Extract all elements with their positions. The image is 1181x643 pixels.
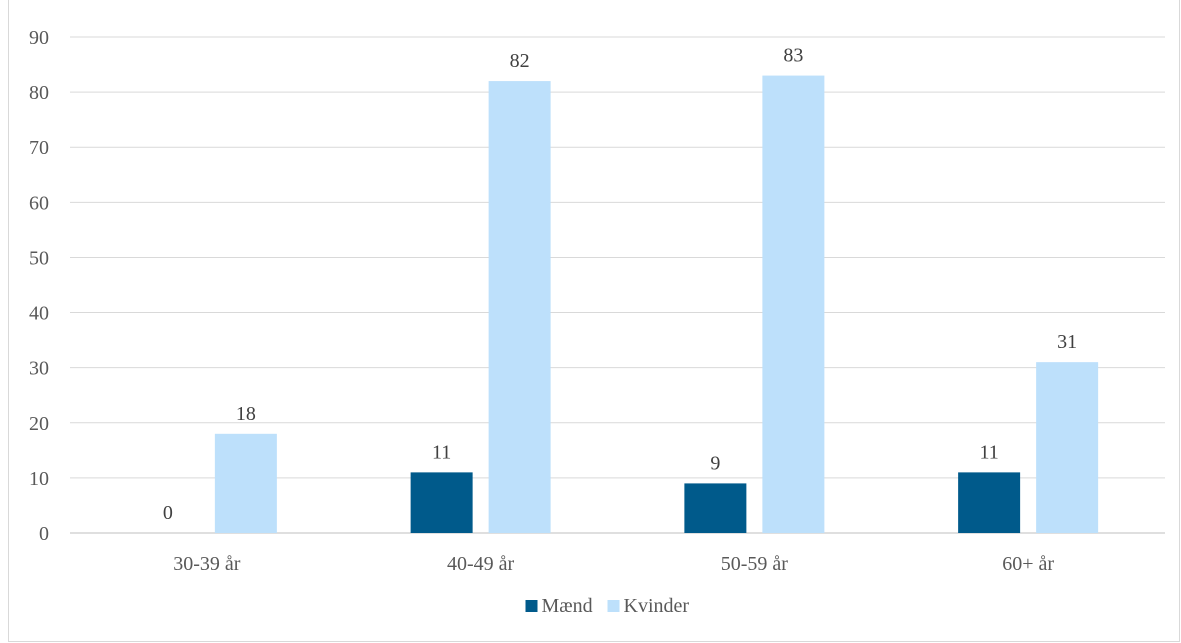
bar (762, 75, 825, 534)
bar (410, 472, 473, 533)
bars (214, 75, 1099, 534)
data-label: 18 (236, 403, 256, 425)
y-tick-label: 20 (29, 413, 49, 435)
legend-label: Mænd (542, 595, 593, 617)
x-axis-ticks: 30-39 år 40-49 år 50-59 år 60+ år (173, 553, 1054, 575)
legend: Mænd Kvinder (525, 595, 690, 617)
y-tick-label: 40 (29, 303, 49, 325)
data-label: 11 (979, 441, 998, 463)
data-label: 31 (1057, 331, 1077, 353)
data-labels: 0 18 11 82 9 83 11 31 (163, 45, 1077, 524)
x-tick-label: 30-39 år (173, 553, 241, 575)
x-tick-label: 60+ år (1002, 553, 1054, 575)
x-tick-label: 50-59 år (721, 553, 789, 575)
y-tick-label: 50 (29, 247, 49, 269)
bar (1036, 362, 1099, 533)
y-tick-label: 80 (29, 82, 49, 104)
legend-label: Kvinder (624, 595, 690, 617)
data-label: 11 (432, 441, 451, 463)
bar (958, 472, 1021, 533)
legend-swatch (607, 600, 620, 612)
legend-swatch (525, 600, 538, 612)
chart-frame (8, 0, 1180, 642)
data-label: 82 (510, 50, 530, 72)
bar (214, 433, 277, 533)
bar (488, 81, 551, 533)
y-tick-label: 90 (29, 27, 49, 49)
data-label: 83 (783, 45, 803, 67)
y-tick-label: 60 (29, 192, 49, 214)
data-label: 0 (163, 502, 173, 524)
y-tick-label: 30 (29, 358, 49, 380)
y-tick-label: 70 (29, 137, 49, 159)
y-tick-label: 0 (39, 523, 49, 545)
x-tick-label: 40-49 år (447, 553, 515, 575)
y-axis-ticks: 0 10 20 30 40 50 60 70 80 90 (29, 27, 49, 545)
bar (684, 483, 747, 533)
data-label: 9 (710, 452, 720, 474)
y-tick-label: 10 (29, 468, 49, 490)
